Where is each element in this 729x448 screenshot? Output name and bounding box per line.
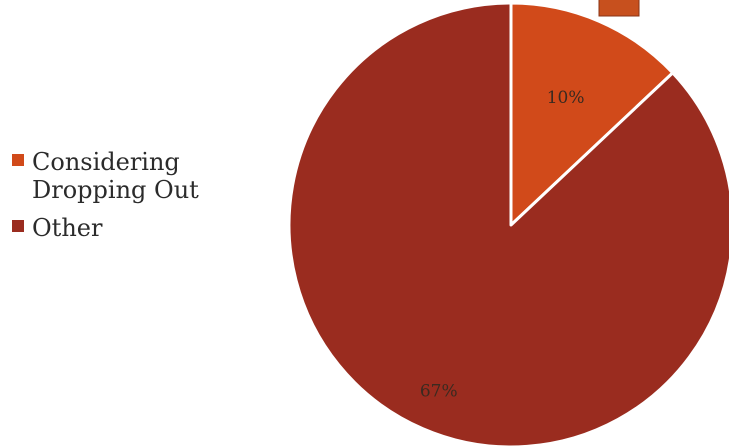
pie-slice-labels: 10% 67% [420, 88, 585, 401]
pie-slice-label: 67% [420, 382, 458, 402]
pie-slice-other [287, 1, 729, 448]
legend-item: Considering Dropping Out [12, 148, 242, 204]
legend-item: Other [12, 214, 242, 242]
legend: Considering Dropping Out Other [12, 148, 242, 252]
pie-slices [287, 1, 729, 448]
legend-swatch-considering [12, 154, 24, 166]
legend-swatch-other [12, 220, 24, 232]
legend-label-considering: Considering Dropping Out [32, 148, 199, 204]
callout-shape [598, 0, 640, 17]
callout-decoration [598, 0, 640, 17]
pie-slice-label: 10% [547, 88, 585, 108]
pie-slice-considering-dropping-out [509, 1, 675, 227]
legend-label-other: Other [32, 214, 103, 242]
